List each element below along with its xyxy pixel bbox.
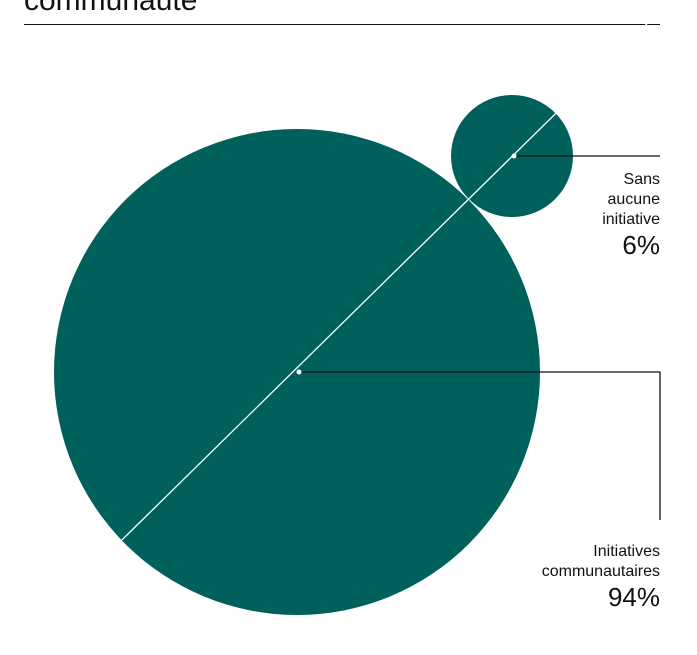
diagonal-axis-line — [9, 7, 664, 651]
title-divider — [24, 24, 660, 25]
series-name-line: Sans — [623, 171, 660, 188]
center-marker-initiatives-communautaires — [296, 369, 302, 375]
leader-line-initiatives-communautaires — [299, 371, 661, 520]
chart-title: communauté — [24, 0, 198, 17]
series-name-line: initiative — [602, 211, 660, 228]
center-marker-sans-aucune-initiative — [511, 153, 517, 159]
label-initiatives-communautaires: Initiatives communautaires 94% — [542, 542, 660, 612]
series-name-line: communautaires — [541, 563, 660, 580]
series-name-line: aucune — [607, 191, 661, 208]
percentage-value: 94% — [607, 582, 660, 612]
percentage-value: 6% — [622, 230, 660, 260]
label-sans-aucune-initiative: Sans aucune initiative 6% — [602, 170, 660, 260]
series-name-line: Initiatives — [593, 543, 660, 560]
